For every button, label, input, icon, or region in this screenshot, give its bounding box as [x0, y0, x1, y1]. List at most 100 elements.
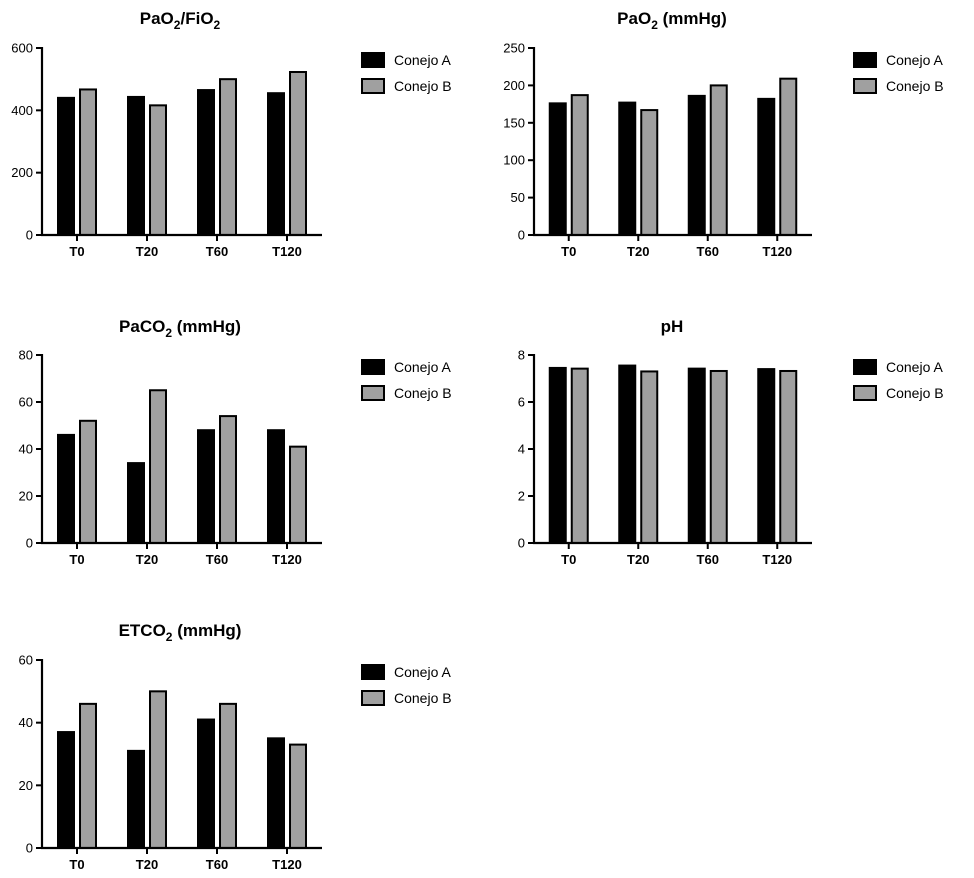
bar-conejo-a-t60: [687, 367, 706, 544]
x-tick-label: T60: [697, 552, 719, 567]
bar-conejo-b-t20: [149, 389, 167, 544]
y-tick-label: 100: [503, 153, 525, 168]
bar-conejo-a-t20: [127, 749, 145, 849]
chart-title: PaO2/FiO2: [140, 9, 221, 32]
x-tick-label: T0: [69, 857, 84, 872]
x-tick-label: T0: [561, 552, 576, 567]
chart-title-main: PaO: [617, 9, 651, 28]
chart-title-subscript: 2: [214, 18, 221, 32]
chart-panel-3: PaCO2 (mmHg) 0 20 40 60 80 T0 T20 T60 T120 Conejo …: [19, 317, 452, 567]
bar-conejo-a-t20: [618, 101, 637, 236]
bar-conejo-a-t120: [267, 737, 285, 849]
bar-conejo-b-t120: [779, 369, 798, 545]
chart-title-main: pH: [661, 317, 684, 336]
y-tick-label: 600: [11, 41, 33, 56]
bar-conejo-a-t0: [57, 731, 75, 849]
legend-swatch-conejo-a: [361, 52, 385, 68]
x-tick-label: T20: [136, 244, 158, 259]
chart-panel-2: PaO2 (mmHg) 0 50 100 150 200 250 T0 T20 T60 T120 Co…: [503, 9, 943, 259]
legend-label-conejo-a: Conejo A: [394, 359, 451, 375]
bar-conejo-a-t60: [197, 429, 215, 545]
legend-label-conejo-a: Conejo A: [886, 52, 943, 68]
chart-title-rest: (mmHg): [172, 317, 241, 336]
y-tick-label: 0: [26, 228, 33, 243]
x-tick-label: T20: [627, 244, 649, 259]
bar-conejo-b-t20: [149, 690, 167, 849]
x-tick-label: T120: [762, 552, 792, 567]
y-tick-label: 40: [19, 715, 33, 730]
chart-title: PaCO2 (mmHg): [119, 317, 241, 340]
y-tick-label: 0: [26, 536, 33, 551]
legend-swatch-conejo-b: [853, 385, 877, 401]
legend-label-conejo-b: Conejo B: [394, 385, 452, 401]
legend: Conejo A Conejo B: [361, 664, 452, 706]
bar-conejo-b-t120: [289, 445, 307, 544]
legend-label-conejo-b: Conejo B: [886, 385, 944, 401]
legend-label-conejo-a: Conejo A: [394, 52, 451, 68]
chart-title-main: ETCO: [119, 621, 166, 640]
y-tick-label: 80: [19, 348, 33, 363]
legend-label-conejo-b: Conejo B: [394, 78, 452, 94]
legend-swatch-conejo-a: [361, 664, 385, 680]
y-tick-label: 4: [518, 442, 525, 457]
x-tick-label: T0: [69, 244, 84, 259]
bar-conejo-a-t20: [618, 364, 637, 545]
bar-conejo-a-t60: [197, 718, 215, 849]
legend: Conejo A Conejo B: [361, 52, 452, 94]
y-tick-label: 6: [518, 395, 525, 410]
bar-conejo-b-t60: [709, 84, 728, 237]
x-tick-label: T20: [627, 552, 649, 567]
chart-title-main: PaO: [140, 9, 174, 28]
bar-conejo-a-t120: [757, 368, 776, 544]
bar-conejo-a-t120: [267, 429, 285, 545]
x-tick-label: T60: [206, 552, 228, 567]
y-tick-label: 60: [19, 653, 33, 668]
bar-conejo-b-t60: [219, 78, 237, 236]
legend-label-conejo-a: Conejo A: [394, 664, 451, 680]
x-tick-label: T60: [206, 244, 228, 259]
bar-conejo-a-t20: [127, 95, 145, 236]
x-tick-label: T60: [697, 244, 719, 259]
y-tick-label: 200: [503, 78, 525, 93]
bar-conejo-b-t0: [79, 419, 97, 544]
bar-conejo-a-t0: [57, 96, 75, 236]
bar-conejo-b-t20: [640, 109, 659, 236]
bar-conejo-a-t0: [548, 102, 567, 236]
chart-title-main: PaCO: [119, 317, 165, 336]
bar-conejo-a-t120: [267, 92, 285, 236]
chart-title-subscript: 2: [166, 630, 173, 644]
bar-conejo-a-t120: [757, 97, 776, 236]
bar-conejo-b-t0: [570, 367, 589, 544]
legend: Conejo A Conejo B: [853, 359, 944, 401]
chart-title: ETCO2 (mmHg): [119, 621, 242, 644]
y-tick-label: 20: [19, 778, 33, 793]
y-tick-label: 400: [11, 103, 33, 118]
chart-panel-4: pH 0 2 4 6 8 T0 T20 T60 T120 Conejo A Conejo B: [518, 317, 944, 567]
y-tick-label: 200: [11, 165, 33, 180]
x-tick-label: T120: [762, 244, 792, 259]
x-tick-label: T0: [69, 552, 84, 567]
legend-swatch-conejo-a: [361, 359, 385, 375]
bar-conejo-a-t0: [548, 366, 567, 544]
legend: Conejo A Conejo B: [853, 52, 944, 94]
legend-label-conejo-a: Conejo A: [886, 359, 943, 375]
chart-title-subscript: 2: [651, 18, 658, 32]
bar-conejo-b-t0: [79, 88, 97, 237]
bar-conejo-b-t0: [570, 94, 589, 237]
bar-conejo-b-t20: [149, 104, 167, 236]
legend-swatch-conejo-b: [361, 385, 385, 401]
y-tick-label: 0: [26, 841, 33, 856]
chart-title-subscript: 2: [165, 326, 172, 340]
x-tick-label: T0: [561, 244, 576, 259]
x-tick-label: T20: [136, 552, 158, 567]
y-tick-label: 8: [518, 348, 525, 363]
y-tick-label: 0: [518, 228, 525, 243]
legend: Conejo A Conejo B: [361, 359, 452, 401]
bar-conejo-b-t120: [289, 743, 307, 849]
bar-conejo-b-t60: [219, 415, 237, 545]
legend-swatch-conejo-b: [361, 690, 385, 706]
bar-conejo-b-t60: [709, 369, 728, 545]
y-tick-label: 0: [518, 536, 525, 551]
